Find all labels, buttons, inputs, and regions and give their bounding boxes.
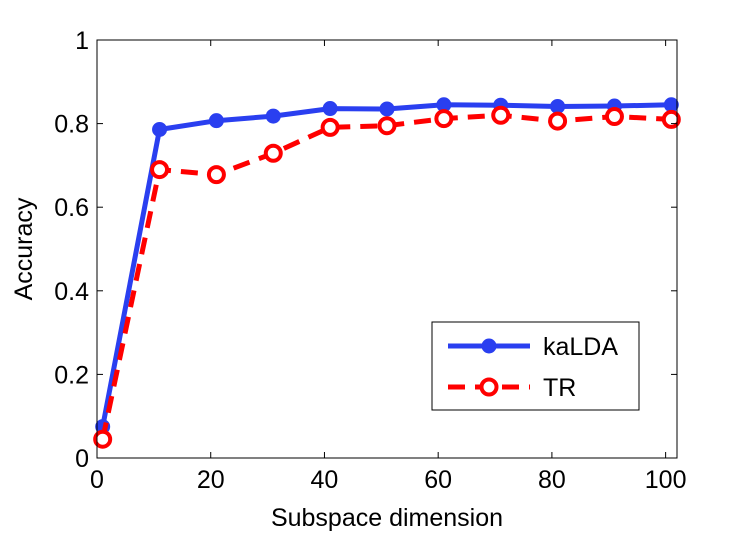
data-point-kalda [379,101,395,117]
axis-ticks: 0 20 40 60 80 100 0 0.2 0.4 0.6 0.8 1 [54,27,686,494]
data-point-kalda [550,98,566,114]
y-tick-label: 0.6 [54,194,89,222]
data-point-tr [263,143,283,163]
y-axis-label: Accuracy [10,197,38,300]
data-point-kalda [265,108,281,124]
x-axis-label: Subspace dimension [271,504,503,532]
data-point-tr [434,109,454,129]
legend-label-tr: TR [543,374,576,402]
x-tick-label: 60 [424,466,452,494]
legend: kaLDA TR [431,321,640,411]
y-tick-label: 0 [75,445,89,473]
x-tick-label: 80 [538,466,566,494]
data-point-tr [206,165,226,185]
data-point-tr [377,116,397,136]
data-point-tr [604,106,624,126]
plot-frame [96,39,678,459]
plot-area [93,97,681,449]
data-point-tr [93,429,113,449]
data-point-kalda [663,97,679,113]
legend-label-kalda: kaLDA [543,333,618,361]
x-tick-label: 40 [311,466,339,494]
x-tick-label: 20 [197,466,225,494]
y-tick-label: 0.2 [54,361,89,389]
data-point-tr [150,160,170,180]
legend-marker-tr [479,377,499,397]
y-tick-label: 0.4 [54,278,89,306]
data-point-tr [491,105,511,125]
data-point-kalda [152,121,168,137]
y-tick-label: 0.8 [54,111,89,139]
series-line-tr [100,112,672,440]
y-tick-label: 1 [75,27,89,55]
legend-marker-kalda [481,338,497,354]
data-point-kalda [322,101,338,117]
x-tick-label: 0 [90,466,104,494]
data-point-tr [548,111,568,131]
legend-box [431,321,640,411]
x-tick-label: 100 [645,466,687,494]
data-point-tr [320,117,340,137]
data-point-kalda [208,113,224,129]
